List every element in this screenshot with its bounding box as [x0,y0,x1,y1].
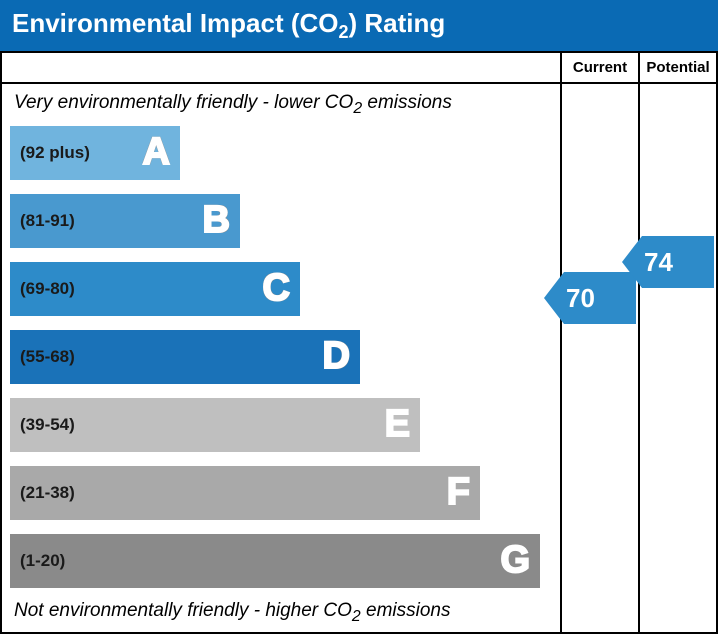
band-row-b: (81-91) B [10,190,552,252]
band-letter: B [203,199,230,242]
current-cell: 70 [560,84,638,632]
band-bar-e: (39-54) E [10,398,420,452]
band-range: (39-54) [20,415,75,435]
note-top: Very environmentally friendly - lower CO… [10,90,552,122]
band-bar-g: (1-20) G [10,534,540,588]
band-range: (81-91) [20,211,75,231]
title-sub: 2 [339,22,349,42]
epc-chart: Environmental Impact (CO2) Rating Curren… [0,0,718,634]
title-text-post: ) Rating [349,8,446,38]
rating-value: 74 [644,236,673,288]
band-letter: F [447,471,470,514]
band-row-a: (92 plus) A [10,122,552,184]
band-letter: C [263,267,290,310]
band-row-g: (1-20) G [10,530,552,592]
chart-grid: Current Potential Very environmentally f… [0,51,718,634]
band-letter: D [323,335,350,378]
band-range: (92 plus) [20,143,90,163]
header-empty [2,51,560,84]
bands-cell: Very environmentally friendly - lower CO… [2,84,560,632]
band-bar-a: (92 plus) A [10,126,180,180]
band-row-e: (39-54) E [10,394,552,456]
band-range: (21-38) [20,483,75,503]
band-row-c: (69-80) C [10,258,552,320]
band-letter: G [500,539,530,582]
title-text-pre: Environmental Impact (CO [12,8,339,38]
rating-value: 70 [566,272,595,324]
band-range: (1-20) [20,551,65,571]
band-letter: A [143,131,170,174]
band-range: (55-68) [20,347,75,367]
note-bottom: Not environmentally friendly - higher CO… [10,598,552,630]
band-range: (69-80) [20,279,75,299]
band-bar-b: (81-91) B [10,194,240,248]
band-row-f: (21-38) F [10,462,552,524]
chart-title: Environmental Impact (CO2) Rating [0,0,718,51]
rating-arrow: 74 [622,236,714,288]
bars-container: (92 plus) A (81-91) B (69-80) C (55-68) D (39-54… [10,122,552,592]
header-potential: Potential [638,51,716,84]
band-row-d: (55-68) D [10,326,552,388]
potential-cell: 74 [638,84,716,632]
header-current: Current [560,51,638,84]
band-bar-f: (21-38) F [10,466,480,520]
band-bar-d: (55-68) D [10,330,360,384]
band-bar-c: (69-80) C [10,262,300,316]
band-letter: E [385,403,410,446]
